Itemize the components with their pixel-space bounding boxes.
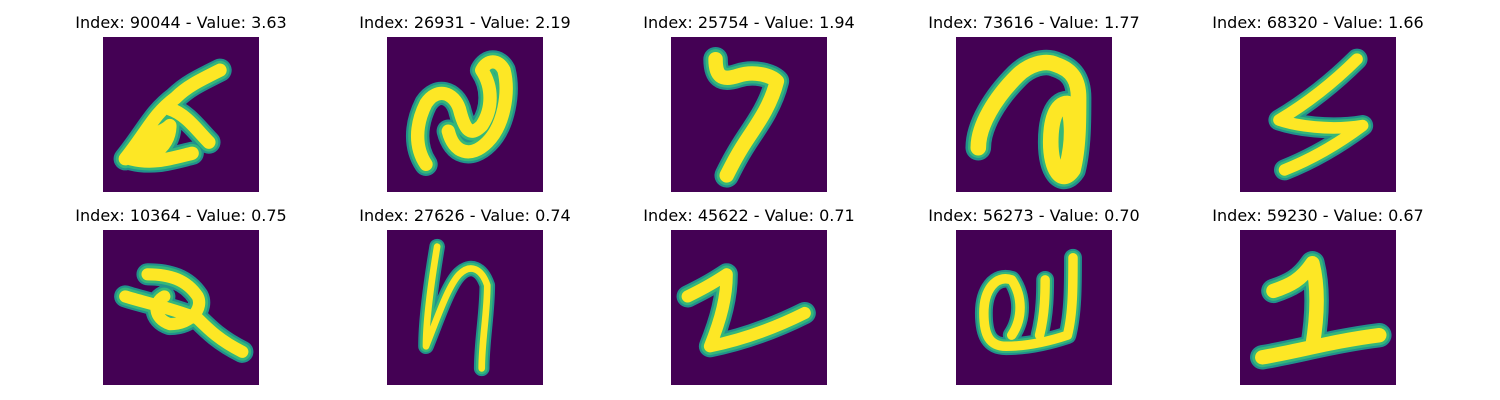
- digit-panel-1: Index: 90044 - Value: 3.63: [39, 11, 323, 192]
- digit-panel-7: Index: 27626 - Value: 0.74: [323, 204, 607, 385]
- digit-image: [956, 37, 1112, 192]
- panel-title: Index: 56273 - Value: 0.70: [928, 206, 1140, 225]
- digit-panel-9: Index: 56273 - Value: 0.70: [892, 204, 1176, 385]
- digit-panel-3: Index: 25754 - Value: 1.94: [607, 11, 891, 192]
- digit-image: [387, 230, 543, 385]
- digit-panel-2: Index: 26931 - Value: 2.19: [323, 11, 607, 192]
- digit-panel-8: Index: 45622 - Value: 0.71: [607, 204, 891, 385]
- digit-image: [1240, 37, 1396, 192]
- digit-panel-6: Index: 10364 - Value: 0.75: [39, 204, 323, 385]
- panel-title: Index: 26931 - Value: 2.19: [359, 13, 571, 32]
- digit-panel-10: Index: 59230 - Value: 0.67: [1176, 204, 1460, 385]
- panel-title: Index: 73616 - Value: 1.77: [928, 13, 1140, 32]
- digit-image: [387, 37, 543, 192]
- digit-image: [956, 230, 1112, 385]
- digit-image: [103, 230, 259, 385]
- panel-title: Index: 90044 - Value: 3.63: [75, 13, 287, 32]
- panel-title: Index: 10364 - Value: 0.75: [75, 206, 287, 225]
- panel-title: Index: 27626 - Value: 0.74: [359, 206, 571, 225]
- panel-title: Index: 25754 - Value: 1.94: [643, 13, 855, 32]
- panel-title: Index: 59230 - Value: 0.67: [1212, 206, 1424, 225]
- panel-title: Index: 68320 - Value: 1.66: [1212, 13, 1424, 32]
- digit-panel-4: Index: 73616 - Value: 1.77: [892, 11, 1176, 192]
- digit-image: [671, 37, 827, 192]
- digit-image: [1240, 230, 1396, 385]
- digit-panel-5: Index: 68320 - Value: 1.66: [1176, 11, 1460, 192]
- digit-image: [103, 37, 259, 192]
- panel-title: Index: 45622 - Value: 0.71: [643, 206, 855, 225]
- digit-image: [671, 230, 827, 385]
